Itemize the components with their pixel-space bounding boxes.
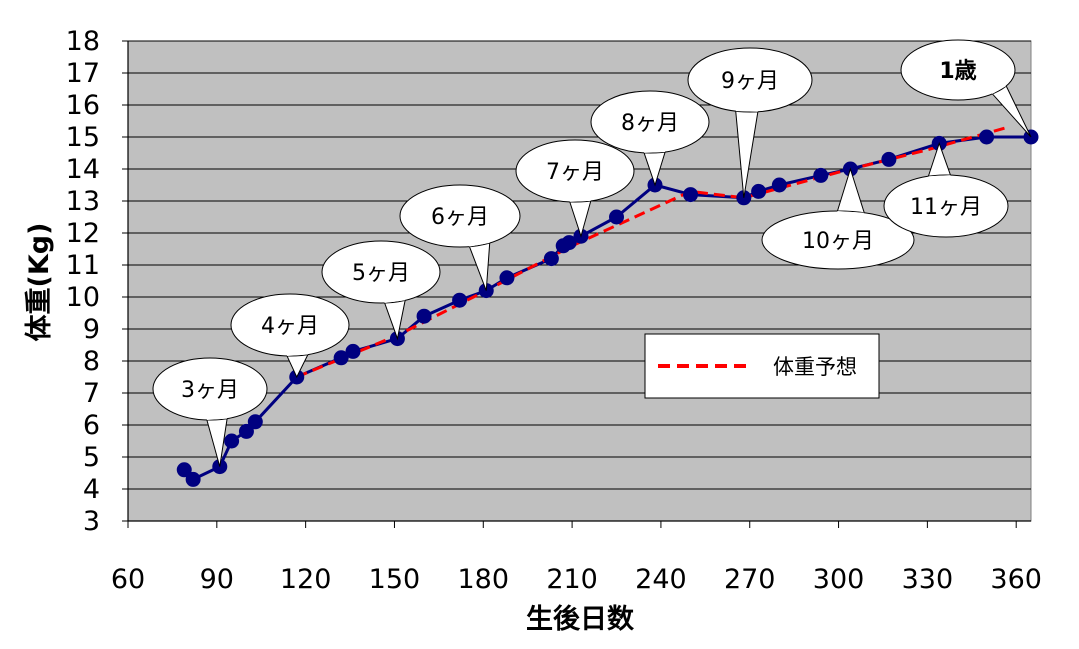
weight-data-point bbox=[543, 251, 559, 267]
x-tick-label: 360 bbox=[990, 564, 1042, 595]
x-tick-label: 120 bbox=[280, 564, 332, 595]
weight-data-point bbox=[333, 350, 349, 366]
callout-label: 9ヶ月 bbox=[721, 69, 779, 94]
x-tick-label: 300 bbox=[813, 564, 865, 595]
y-tick-label: 13 bbox=[66, 186, 100, 217]
callout-tail-mask bbox=[287, 325, 308, 356]
y-tick-label: 10 bbox=[66, 282, 100, 313]
callout: 8ヶ月 bbox=[590, 90, 710, 187]
y-tick-label: 6 bbox=[83, 410, 100, 441]
x-tick-label: 210 bbox=[546, 564, 598, 595]
x-axis-title: 生後日数 bbox=[526, 604, 635, 635]
weight-data-point bbox=[881, 151, 897, 167]
callout: 11ヶ月 bbox=[883, 141, 1009, 238]
x-tick-label: 270 bbox=[724, 564, 776, 595]
callout-label: 7ヶ月 bbox=[546, 160, 604, 185]
weight-data-point bbox=[813, 167, 829, 183]
weight-data-point bbox=[452, 292, 468, 308]
x-tick-label: 150 bbox=[369, 564, 421, 595]
y-axis-title: 体重(Kg) bbox=[24, 223, 55, 342]
y-tick-label: 11 bbox=[66, 250, 100, 281]
callout-label: 10ヶ月 bbox=[802, 229, 874, 254]
callout: 3ヶ月 bbox=[152, 357, 268, 467]
weight-data-point bbox=[751, 183, 767, 199]
y-tick-label: 14 bbox=[66, 154, 100, 185]
callout-tail-mask bbox=[206, 389, 228, 420]
weight-data-point bbox=[345, 343, 361, 359]
y-tick-label: 5 bbox=[83, 442, 100, 473]
weight-data-point bbox=[224, 433, 240, 449]
y-tick-label: 18 bbox=[66, 26, 100, 57]
callout: 1歳 bbox=[900, 39, 1032, 138]
callout-label: 8ヶ月 bbox=[621, 111, 679, 136]
x-tick-label: 330 bbox=[902, 564, 954, 595]
y-tick-label: 7 bbox=[83, 378, 100, 409]
y-tick-label: 9 bbox=[83, 314, 100, 345]
weight-data-point bbox=[247, 414, 263, 430]
callout: 5ヶ月 bbox=[321, 240, 441, 341]
y-tick-label: 17 bbox=[66, 58, 100, 89]
legend-label: 体重予想 bbox=[773, 355, 857, 379]
callout-label: 6ヶ月 bbox=[431, 205, 489, 230]
weight-data-point bbox=[683, 187, 699, 203]
weight-data-point bbox=[771, 177, 787, 193]
y-tick-label: 8 bbox=[83, 346, 100, 377]
weight-data-point bbox=[238, 423, 254, 439]
y-tick-label: 3 bbox=[83, 506, 100, 537]
y-tick-label: 15 bbox=[66, 122, 100, 153]
weight-data-point bbox=[979, 129, 995, 145]
callout-tail-mask bbox=[958, 70, 1007, 94]
weight-data-point bbox=[416, 308, 432, 324]
x-tick-label: 180 bbox=[458, 564, 510, 595]
callout: 10ヶ月 bbox=[761, 167, 915, 270]
y-tick-label: 12 bbox=[66, 218, 100, 249]
callout-tail-mask bbox=[460, 216, 490, 247]
callout: 4ヶ月 bbox=[230, 293, 350, 379]
x-tick-label: 60 bbox=[111, 564, 145, 595]
callout-label: 4ヶ月 bbox=[261, 314, 319, 339]
callout-tail-mask bbox=[569, 171, 591, 202]
callout-label: 1歳 bbox=[939, 59, 976, 84]
weight-data-point bbox=[561, 235, 577, 251]
callout-tail-mask bbox=[644, 122, 666, 153]
callout-tail-mask bbox=[735, 80, 758, 112]
weight-data-point bbox=[499, 270, 515, 286]
callout-label: 3ヶ月 bbox=[181, 378, 239, 403]
y-tick-label: 4 bbox=[83, 474, 100, 505]
callout-label: 5ヶ月 bbox=[352, 261, 410, 286]
plot-area bbox=[127, 40, 1032, 522]
callout-label: 11ヶ月 bbox=[910, 195, 982, 220]
callout: 7ヶ月 bbox=[515, 139, 635, 238]
callout: 6ヶ月 bbox=[399, 184, 521, 291]
y-tick-label: 16 bbox=[66, 90, 100, 121]
callout: 9ヶ月 bbox=[687, 47, 813, 198]
x-tick-label: 90 bbox=[200, 564, 234, 595]
callout-tail-mask bbox=[381, 272, 406, 303]
callout-tail-mask bbox=[837, 211, 865, 240]
callout-tail-mask bbox=[928, 175, 951, 206]
weight-data-point bbox=[176, 462, 192, 478]
x-tick-label: 240 bbox=[635, 564, 687, 595]
weight-data-point bbox=[185, 471, 201, 487]
weight-data-point bbox=[609, 209, 625, 225]
